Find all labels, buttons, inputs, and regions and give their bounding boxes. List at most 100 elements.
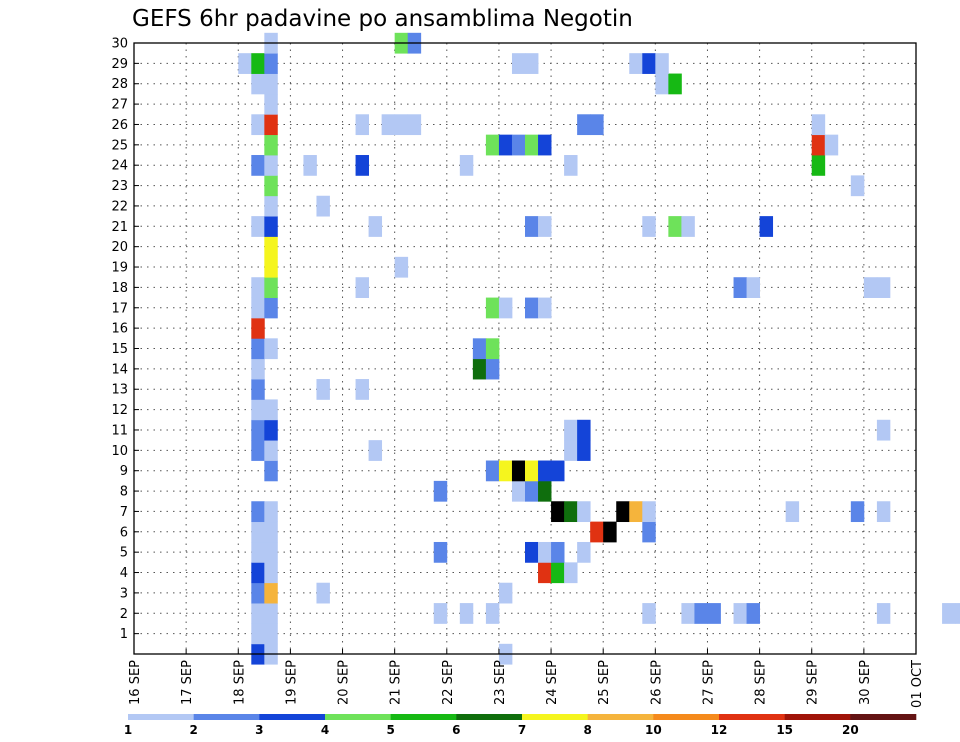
precip-cell bbox=[303, 155, 317, 176]
precip-cell bbox=[642, 501, 656, 523]
y-tick-label: 8 bbox=[120, 485, 128, 500]
colorbar-label: 4 bbox=[321, 723, 329, 737]
x-tick-label: 21 SEP bbox=[389, 660, 404, 705]
y-tick-label: 6 bbox=[120, 525, 128, 540]
precip-cell bbox=[642, 216, 656, 237]
y-tick-label: 21 bbox=[111, 220, 128, 235]
precip-cell bbox=[525, 541, 539, 563]
x-tick-label: 01 OCT bbox=[910, 660, 925, 708]
precip-cell bbox=[251, 562, 265, 584]
colorbar-swatch bbox=[325, 714, 391, 720]
y-tick-label: 18 bbox=[111, 281, 128, 296]
x-axis-ticks: 16 SEP 17 SEP 18 SEP 19 SEP 20 SEP 21 SEP 22 S… bbox=[128, 649, 925, 708]
precip-cell bbox=[590, 521, 604, 543]
precip-cell bbox=[811, 114, 826, 136]
precip-cell bbox=[264, 134, 278, 156]
precip-cell bbox=[264, 155, 278, 176]
colorbar-swatch bbox=[784, 714, 851, 720]
y-tick-label: 28 bbox=[111, 77, 128, 92]
y-tick-label: 29 bbox=[111, 57, 128, 72]
precip-cell bbox=[238, 53, 252, 74]
precip-cell bbox=[251, 440, 265, 461]
x-tick-label: 16 SEP bbox=[128, 660, 143, 705]
colorbar-swatch bbox=[653, 714, 720, 720]
precip-cell bbox=[564, 440, 578, 461]
precip-cell bbox=[264, 603, 278, 624]
precip-cell bbox=[785, 501, 800, 523]
y-tick-label: 14 bbox=[111, 362, 128, 377]
x-tick-label: 26 SEP bbox=[649, 660, 664, 705]
colorbar-label: 3 bbox=[255, 723, 263, 737]
precip-cell bbox=[264, 114, 278, 136]
precip-cell bbox=[485, 460, 500, 482]
precip-cell bbox=[577, 541, 591, 563]
x-tick-label: 29 SEP bbox=[806, 660, 821, 705]
y-tick-label: 12 bbox=[111, 403, 128, 418]
precip-cell bbox=[577, 114, 591, 136]
y-tick-label: 19 bbox=[111, 261, 128, 276]
precip-cell bbox=[264, 236, 278, 258]
precip-cell bbox=[316, 195, 330, 217]
precip-cell bbox=[863, 277, 878, 298]
precip-cell bbox=[264, 582, 278, 604]
precip-cell bbox=[498, 460, 513, 482]
y-tick-label: 27 bbox=[111, 98, 128, 113]
precip-cell bbox=[955, 603, 960, 624]
precip-cell bbox=[498, 297, 513, 319]
colorbar-label: 10 bbox=[645, 723, 662, 737]
colorbar-label: 7 bbox=[518, 723, 526, 737]
precip-cell bbox=[590, 114, 604, 136]
precip-cell bbox=[525, 297, 539, 319]
precip-cell bbox=[264, 399, 278, 421]
colorbar-swatch bbox=[193, 714, 260, 720]
precip-cell bbox=[251, 603, 265, 624]
precip-cell bbox=[316, 582, 330, 604]
precip-cell bbox=[368, 440, 383, 461]
precip-cell bbox=[264, 440, 278, 461]
precip-cell bbox=[485, 358, 500, 380]
precip-cell bbox=[538, 297, 552, 319]
y-tick-label: 25 bbox=[111, 138, 128, 153]
y-tick-label: 24 bbox=[111, 159, 128, 174]
precip-cell bbox=[472, 338, 487, 360]
colorbar-swatch bbox=[390, 714, 457, 720]
colorbar-swatch bbox=[456, 714, 523, 720]
precip-cell bbox=[264, 256, 278, 278]
colorbar-swatch bbox=[259, 714, 326, 720]
x-tick-label: 30 SEP bbox=[858, 660, 873, 705]
precip-cell bbox=[251, 582, 265, 604]
precip-cell bbox=[433, 480, 448, 502]
precip-cell bbox=[264, 297, 278, 319]
precip-cell bbox=[525, 53, 539, 74]
y-tick-label: 17 bbox=[111, 301, 128, 316]
precip-cell bbox=[264, 521, 278, 543]
x-tick-label: 22 SEP bbox=[441, 660, 456, 705]
x-tick-label: 18 SEP bbox=[232, 660, 247, 705]
precip-cell bbox=[511, 53, 526, 74]
precip-cell bbox=[850, 501, 865, 523]
precip-cell bbox=[511, 480, 526, 502]
colorbar-label: 2 bbox=[189, 723, 197, 737]
precip-cell bbox=[251, 338, 265, 360]
precip-cell bbox=[251, 277, 265, 298]
y-tick-label: 23 bbox=[111, 179, 128, 194]
precip-cell bbox=[538, 562, 552, 584]
precip-cell bbox=[264, 216, 278, 237]
precip-cell bbox=[251, 541, 265, 563]
precip-cell bbox=[251, 623, 265, 645]
precip-cell bbox=[498, 582, 513, 604]
precip-cell bbox=[564, 419, 578, 441]
precip-cell bbox=[264, 338, 278, 360]
precip-cell bbox=[538, 216, 552, 237]
precip-cell bbox=[564, 562, 578, 584]
precip-cell bbox=[655, 73, 669, 95]
precip-cell bbox=[551, 460, 565, 482]
precip-cell bbox=[459, 603, 474, 624]
x-tick-label: 27 SEP bbox=[701, 660, 716, 705]
colorbar-swatch bbox=[850, 714, 917, 720]
precip-cell bbox=[525, 134, 539, 156]
precip-cell bbox=[681, 603, 695, 624]
precip-cell bbox=[707, 603, 721, 624]
precip-cell bbox=[746, 277, 760, 298]
